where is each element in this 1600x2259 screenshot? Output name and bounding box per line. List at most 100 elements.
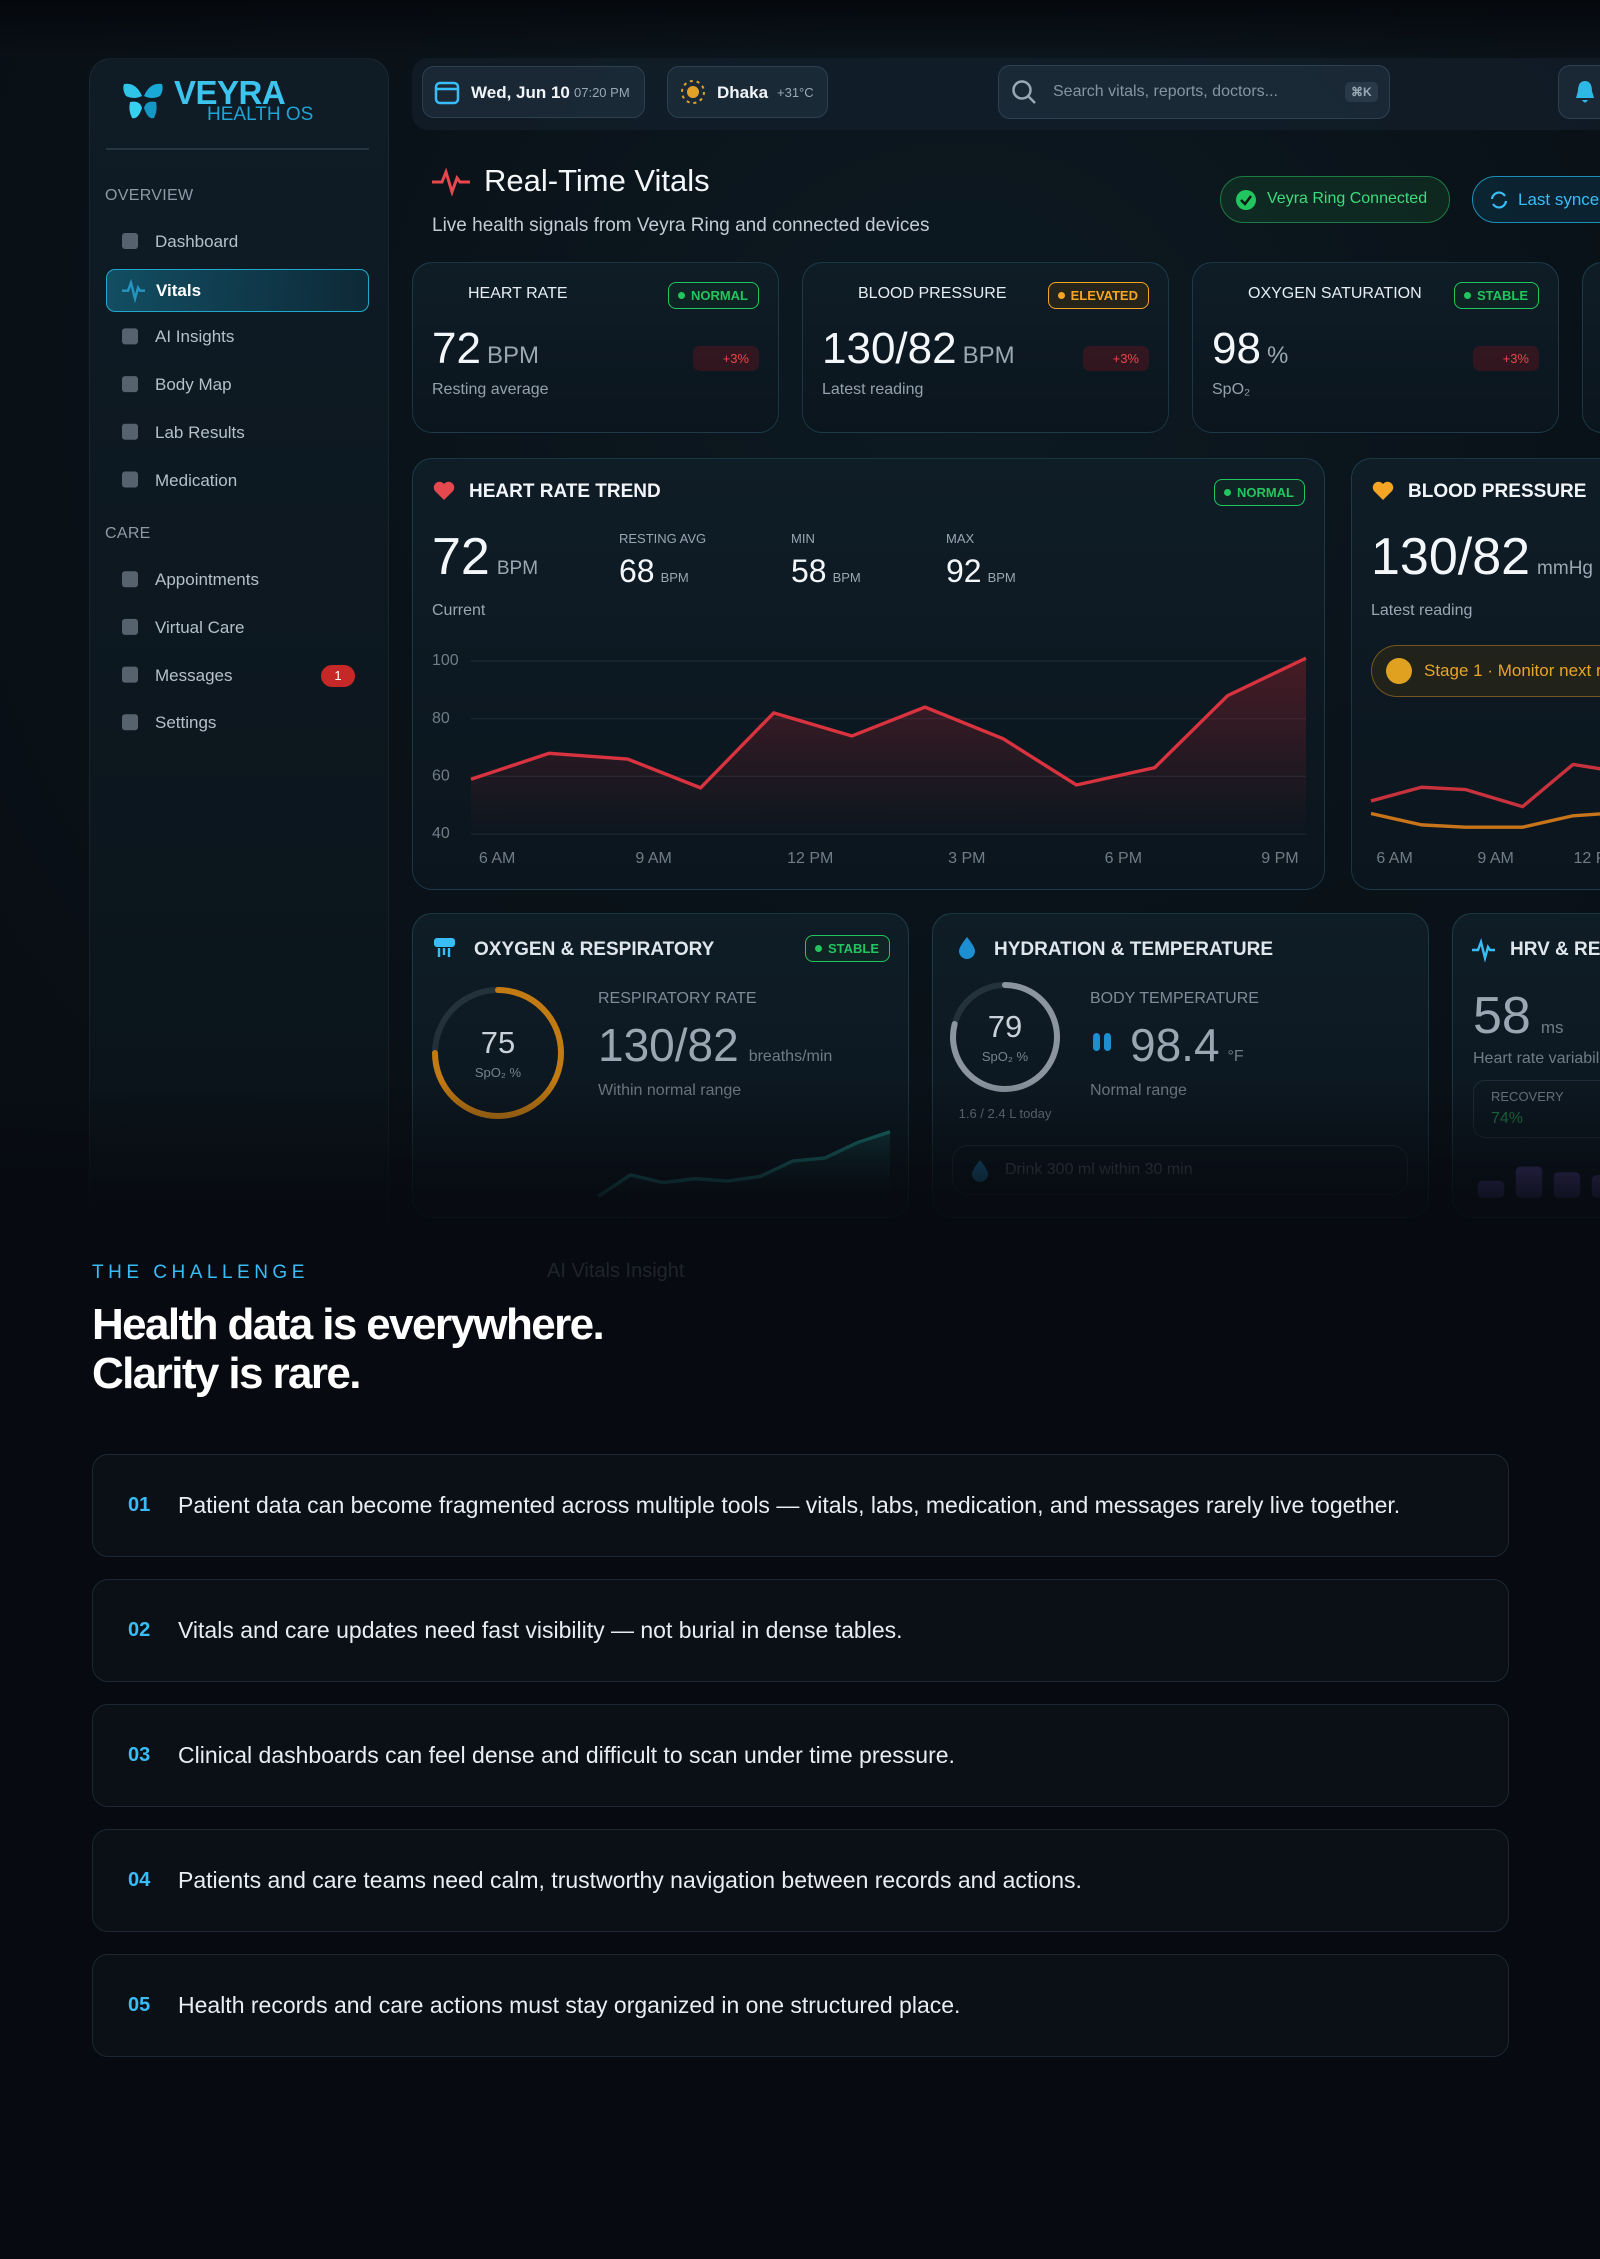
icon-square [122, 376, 138, 393]
metric-change: +3% [1082, 346, 1149, 371]
hrv-value: 58 [1473, 987, 1531, 1045]
shortcut: ⌘K [1345, 82, 1378, 102]
icon [1372, 481, 1394, 500]
challenge-text: Health records and care actions must sta… [178, 1992, 961, 2018]
connection-status: Veyra Ring Connected [1267, 190, 1428, 207]
current-value: 72 [432, 528, 490, 586]
status-badge: STABLE [804, 935, 890, 962]
temp-value: 98.4 [1130, 1019, 1220, 1071]
icon [122, 376, 138, 393]
stat-unit: BPM [832, 570, 861, 585]
stat-value: 68 [619, 553, 655, 589]
current-label: Current [432, 602, 486, 619]
stat-row: 58 BPM [791, 553, 861, 590]
nav-item[interactable]: Medication [106, 460, 369, 503]
handle [1027, 95, 1036, 104]
nav-section-title: CARE [105, 525, 151, 543]
icon [433, 481, 455, 500]
nav-item[interactable]: Dashboard [106, 221, 369, 264]
nav-item[interactable]: Messages 1 [106, 655, 369, 698]
nav-item[interactable]: Body Map [106, 364, 369, 407]
x-tick-label: 12 PM [787, 850, 833, 867]
metric-unit: BPM [486, 342, 539, 369]
nav-item[interactable]: Vitals [106, 268, 369, 312]
device-icon [434, 938, 455, 947]
nav-label: Medication [155, 470, 238, 490]
status-badge: ELEVATED [1047, 282, 1149, 309]
check [1240, 195, 1252, 206]
nav-label: Settings [155, 713, 217, 733]
challenge-number: 04 [128, 1869, 151, 1891]
nav-item[interactable]: AI Insights [106, 316, 369, 359]
icon [1093, 1033, 1111, 1051]
challenge-text: Patient data can become fragmented acros… [178, 1492, 1401, 1518]
metric-card [412, 262, 779, 433]
bell-icon [1576, 81, 1594, 103]
bp-unit: mmHg [1537, 558, 1593, 579]
top-band [0, 0, 1600, 56]
challenge-card: 03 Clinical dashboards can feel dense and… [92, 1704, 1509, 1807]
gauge-label: SpO₂ % [474, 1065, 522, 1080]
search-box[interactable] [998, 65, 1390, 119]
gauge-arc [950, 982, 1060, 1092]
icon [122, 423, 138, 440]
x-tick-label: 3 PM [948, 850, 985, 867]
metric-label: BLOOD PRESSURE [858, 285, 1007, 302]
current-unit: BPM [496, 558, 539, 579]
icon [959, 937, 975, 959]
x-tick-label: 9 AM [1477, 850, 1513, 867]
nav-label: Lab Results [155, 422, 245, 442]
device-icon [437, 948, 451, 957]
metric-caption: Latest reading [822, 381, 924, 398]
metric-value: 130/82 [822, 324, 957, 373]
date: Wed, Jun 10 [471, 83, 570, 102]
logo-wing [144, 101, 157, 119]
status-badge: NORMAL [1213, 479, 1305, 506]
metric-change: +3% [1472, 346, 1539, 371]
sync-arrows [1490, 191, 1508, 209]
x-tick-label: 6 PM [1105, 850, 1142, 867]
search-placeholder: Search vitals, reports, doctors... [1053, 83, 1278, 100]
connection-pill[interactable] [1220, 176, 1450, 223]
nav-item[interactable]: Lab Results [106, 412, 369, 455]
sync-icon [1490, 191, 1508, 209]
stat-label: RESTING AVG [619, 531, 707, 546]
challenge-heading-line: Clarity is rare. [92, 1349, 362, 1398]
metric-caption: Resting average [432, 381, 549, 398]
y-tick-label: 60 [432, 768, 450, 785]
challenge-eyebrow: THE CHALLENGE [92, 1262, 309, 1283]
metric-unit: BPM [962, 342, 1015, 369]
metric-value-row: 98% [1212, 324, 1288, 374]
icon [122, 714, 138, 731]
icon [122, 233, 138, 249]
nav-item[interactable]: Virtual Care [106, 607, 369, 650]
x-tick-label: 6 AM [479, 850, 515, 867]
resp-unit: breaths/min [748, 1048, 833, 1065]
status-badge: NORMAL [667, 282, 759, 309]
icon [122, 666, 138, 683]
icon-square [122, 571, 138, 588]
ghost-title: AI Vitals Insight [547, 1260, 685, 1282]
metric-change: +3% [692, 346, 759, 371]
icon-square [122, 666, 138, 683]
pulse-icon [1472, 937, 1495, 963]
challenge-card: 04 Patients and care teams need calm, tru… [92, 1829, 1509, 1932]
time: 07:20 PM [574, 85, 630, 100]
x-tick-label: 9 AM [635, 850, 671, 867]
resp-value: 130/82 [598, 1019, 739, 1071]
nav-item[interactable]: Appointments [106, 559, 369, 602]
heart-icon [1372, 481, 1394, 500]
area [471, 658, 1306, 834]
challenge-text: Vitals and care updates need fast visibi… [178, 1617, 903, 1643]
drop-icon [959, 937, 975, 959]
challenge-card: 05 Health records and care actions must s… [92, 1954, 1509, 2057]
challenge-number: 03 [128, 1744, 151, 1766]
bell [1576, 81, 1594, 103]
metric-unit: % [1266, 342, 1289, 369]
panel-title: HRV & RECOVERY [1510, 939, 1600, 960]
icon [122, 328, 138, 345]
line [470, 656, 1307, 790]
nav-item[interactable]: Settings [106, 702, 369, 745]
sync-pill[interactable] [1472, 176, 1600, 223]
